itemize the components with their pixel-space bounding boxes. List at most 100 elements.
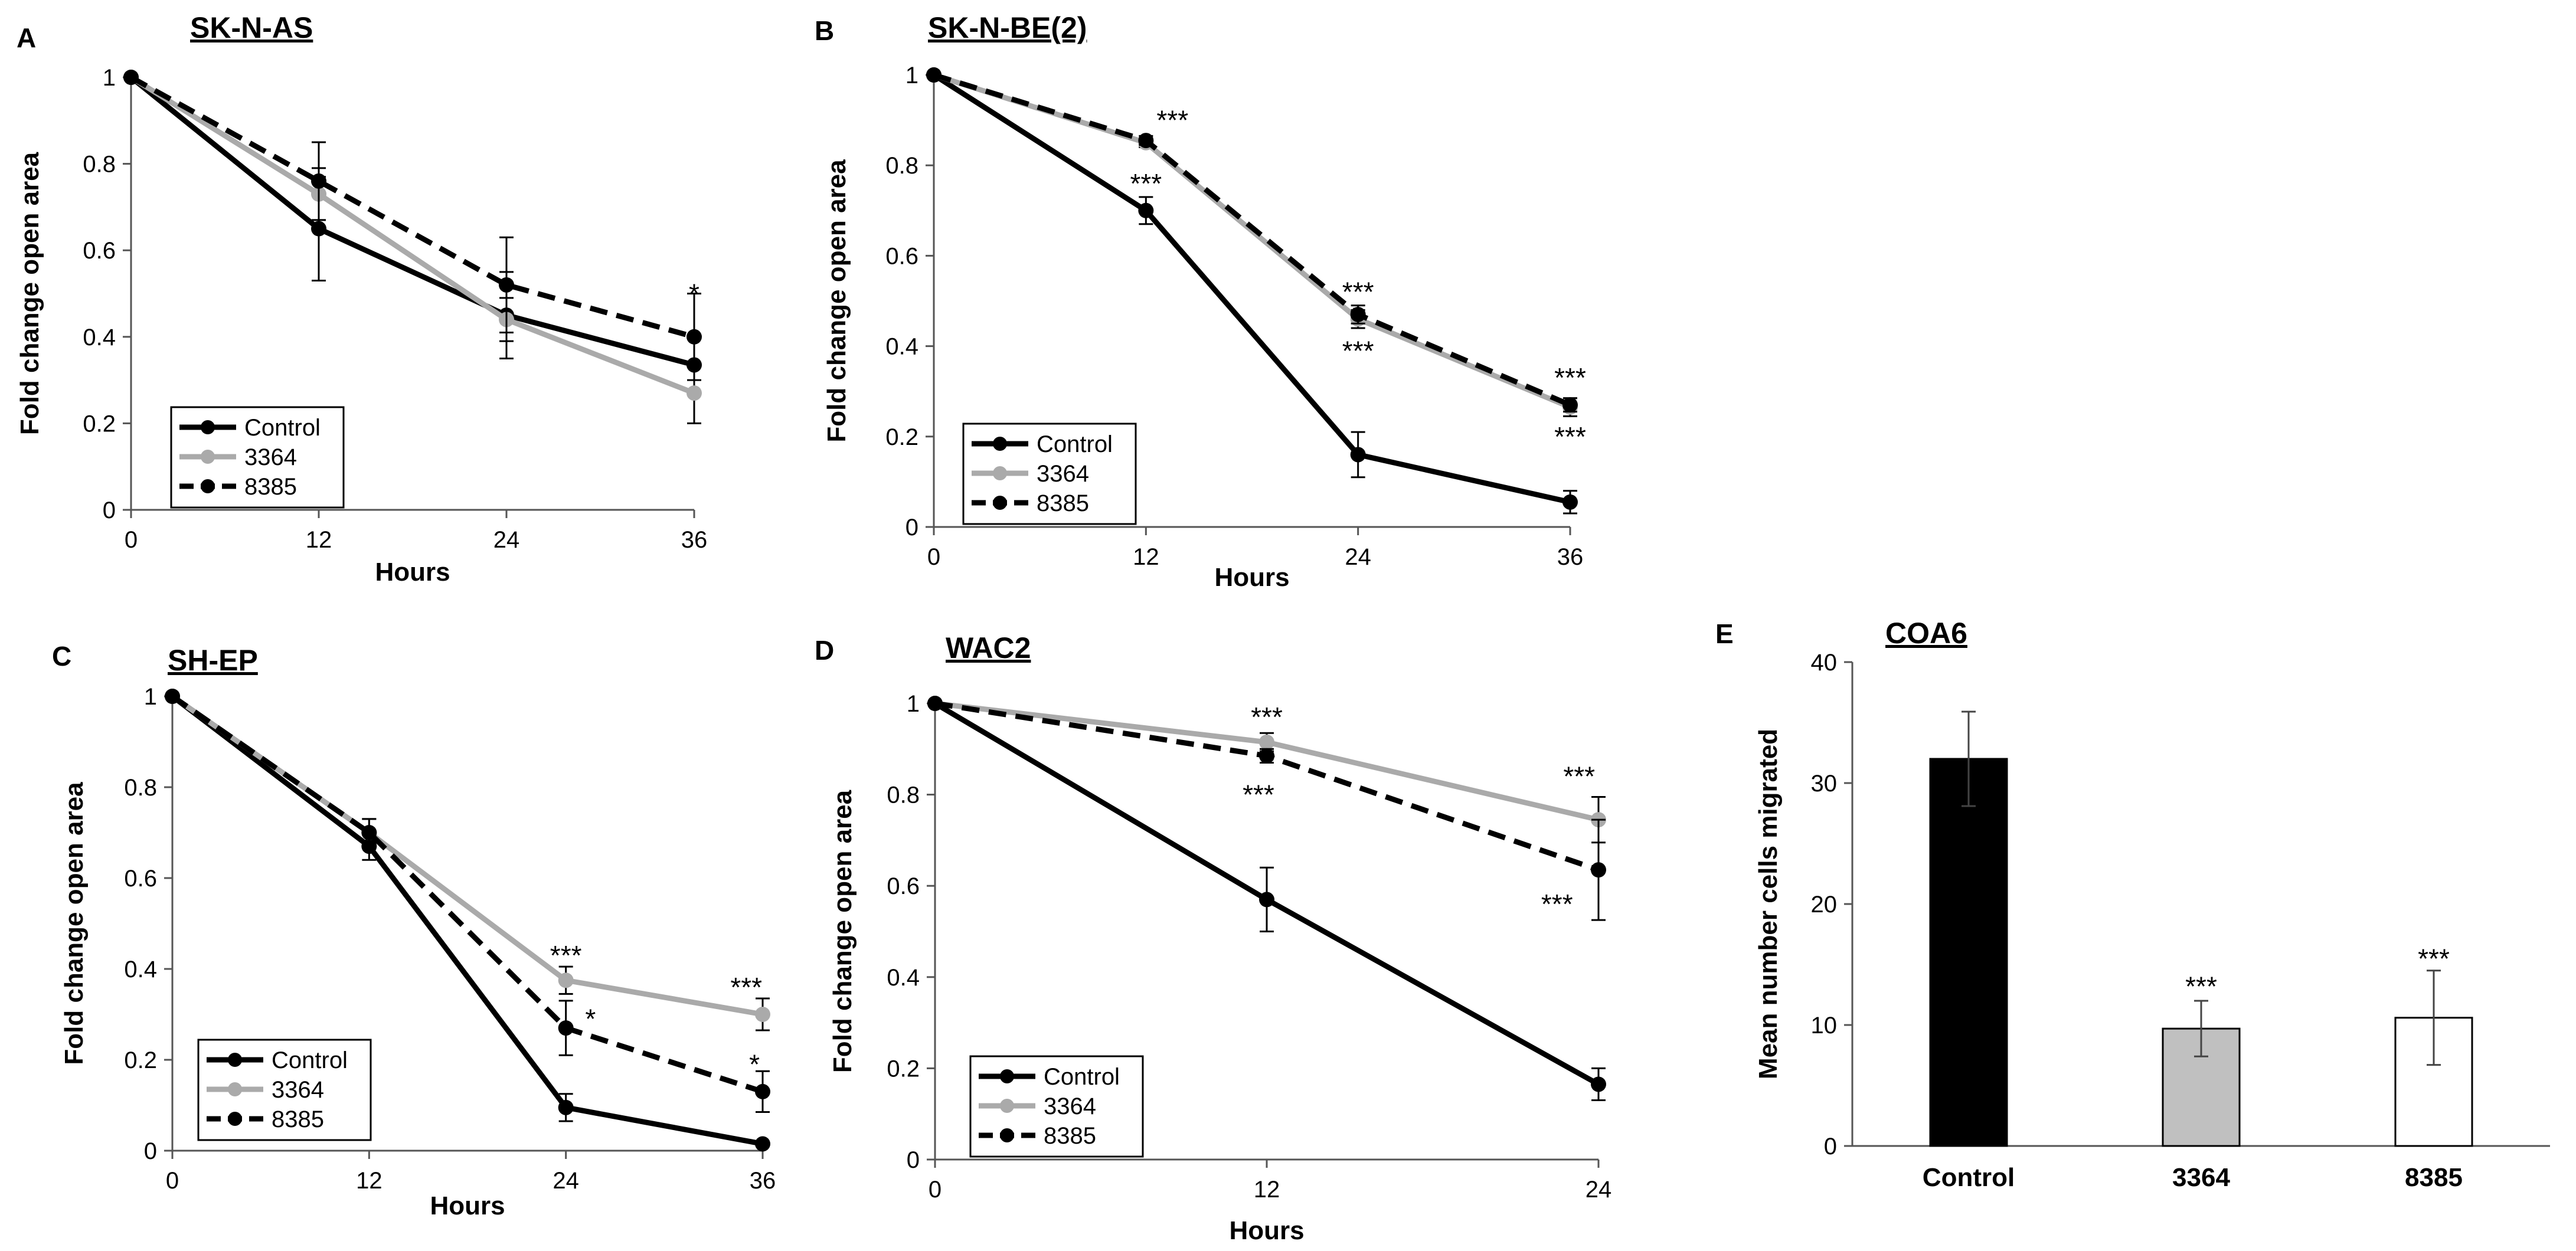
y-tick-label: 1 xyxy=(144,684,157,710)
significance-label: *** xyxy=(1130,168,1162,199)
y-tick-label: 1 xyxy=(905,63,918,89)
legend-entry-label: 8385 xyxy=(1037,490,1089,516)
x-tick-label: 24 xyxy=(493,527,520,553)
series-line xyxy=(171,694,764,1095)
y-tick-label: 30 xyxy=(1811,771,1838,797)
data-point xyxy=(1350,447,1366,463)
significance-label: *** xyxy=(2185,971,2217,1001)
y-tick-label: 40 xyxy=(1811,650,1838,676)
legend-swatch-marker xyxy=(228,1082,242,1096)
x-tick-label: 0 xyxy=(125,527,138,553)
data-point xyxy=(1562,397,1578,413)
x-axis-label: Hours xyxy=(1214,563,1289,592)
legend-entry-label: 8385 xyxy=(1044,1123,1096,1149)
y-tick-label: 0.2 xyxy=(83,411,116,437)
y-tick-label: 1 xyxy=(103,65,116,91)
data-point xyxy=(1138,133,1154,149)
y-tick-label: 0.4 xyxy=(885,334,918,360)
legend-swatch-marker xyxy=(1000,1099,1014,1113)
data-point xyxy=(1138,202,1154,218)
panel-a: A SK-N-AS 0 0.2 0.4 0.6 0.8 1 Fold change open a… xyxy=(15,11,707,587)
y-axis-label: Fold change open area xyxy=(822,159,851,443)
legend-swatch-marker xyxy=(1000,1128,1014,1142)
x-tick-label: 0 xyxy=(927,544,940,570)
data-point xyxy=(927,696,943,711)
legend-entry-label: Control xyxy=(1044,1064,1120,1090)
data-point xyxy=(755,1083,770,1099)
data-point xyxy=(123,70,139,85)
y-axis-label: Fold change open area xyxy=(60,782,89,1065)
chart-title: SK-N-AS xyxy=(190,11,313,44)
significance-label: *** xyxy=(1554,421,1586,452)
legend: Control 3364 8385 xyxy=(962,423,1137,525)
legend-entry-label: 3364 xyxy=(244,444,297,470)
x-tick-label: 36 xyxy=(1557,544,1584,570)
legend-swatch-marker xyxy=(993,437,1007,451)
legend-entry-label: Control xyxy=(272,1047,348,1073)
y-axis-label: Fold change open area xyxy=(828,790,857,1073)
category-label: 3364 xyxy=(2172,1163,2230,1192)
x-axis-label: Hours xyxy=(1229,1216,1304,1245)
x-tick-label: 36 xyxy=(681,527,708,553)
x-axis-label: Hours xyxy=(430,1191,505,1220)
data-point xyxy=(687,385,702,401)
category-label: Control xyxy=(1923,1163,2015,1192)
legend: Control 3364 8385 xyxy=(969,1055,1144,1158)
y-tick-label: 0.8 xyxy=(887,782,920,808)
significance-label: * xyxy=(749,1049,760,1080)
x-tick-label: 36 xyxy=(750,1168,776,1194)
x-tick-label: 12 xyxy=(1254,1177,1280,1203)
significance-label: * xyxy=(585,1004,596,1034)
data-point xyxy=(165,689,180,704)
data-point xyxy=(1562,494,1578,510)
data-point xyxy=(558,1099,574,1115)
legend-swatch-marker xyxy=(228,1053,242,1067)
significance-label: *** xyxy=(1541,889,1573,919)
y-axis-label: Mean number cells migrated xyxy=(1754,729,1783,1079)
significance-label: *** xyxy=(1342,335,1374,366)
panel-letter: A xyxy=(17,22,36,53)
series-8385 xyxy=(927,696,1606,921)
y-tick-label: 10 xyxy=(1811,1013,1838,1039)
panel-letter: B xyxy=(815,15,834,46)
bar-group-control: Control xyxy=(1923,710,2015,1192)
y-tick-label: 0.4 xyxy=(887,965,920,991)
y-tick-label: 0.8 xyxy=(885,153,918,179)
y-tick-label: 0 xyxy=(907,1147,920,1173)
y-tick-label: 0.2 xyxy=(885,424,918,450)
legend-entry-label: 8385 xyxy=(244,474,297,500)
significance-label: *** xyxy=(730,972,762,1003)
series-8385 xyxy=(123,70,702,381)
bar-group-8385: 8385 xyxy=(2394,970,2473,1192)
chart-title: WAC2 xyxy=(946,631,1031,664)
series-line xyxy=(171,694,763,1017)
y-tick-label: 20 xyxy=(1811,892,1838,918)
significance-label: *** xyxy=(1554,362,1586,393)
panel-letter: D xyxy=(815,635,834,666)
x-tick-label: 24 xyxy=(1586,1177,1612,1203)
y-tick-label: 0 xyxy=(905,515,918,541)
data-point xyxy=(361,825,377,840)
data-point xyxy=(755,1136,770,1152)
legend-box xyxy=(962,423,1137,525)
series-8385 xyxy=(926,67,1578,413)
significance-label: *** xyxy=(2418,943,2450,974)
series-line xyxy=(129,75,695,340)
y-tick-label: 0.8 xyxy=(83,152,116,178)
legend-swatch-marker xyxy=(993,466,1007,480)
y-tick-label: 0 xyxy=(1824,1134,1837,1160)
series-line xyxy=(129,75,695,368)
legend-swatch-marker xyxy=(993,496,1007,510)
panel-b: B SK-N-BE(2) 0 0.2 0.4 0.6 0.8 1 Fold change ope… xyxy=(815,11,1586,592)
legend-entry-label: 3364 xyxy=(272,1077,324,1103)
y-tick-label: 0.8 xyxy=(124,775,157,801)
data-point xyxy=(558,972,574,988)
chart-title: SK-N-BE(2) xyxy=(928,11,1087,44)
legend-entry-label: Control xyxy=(1037,431,1113,457)
series-line xyxy=(171,694,763,1147)
data-point xyxy=(1259,734,1274,750)
legend-swatch-marker xyxy=(201,450,215,464)
y-tick-label: 0.2 xyxy=(887,1056,920,1082)
panel-e: E COA6 0 10 20 30 40 Mean number cells migrated… xyxy=(1715,617,2550,1192)
